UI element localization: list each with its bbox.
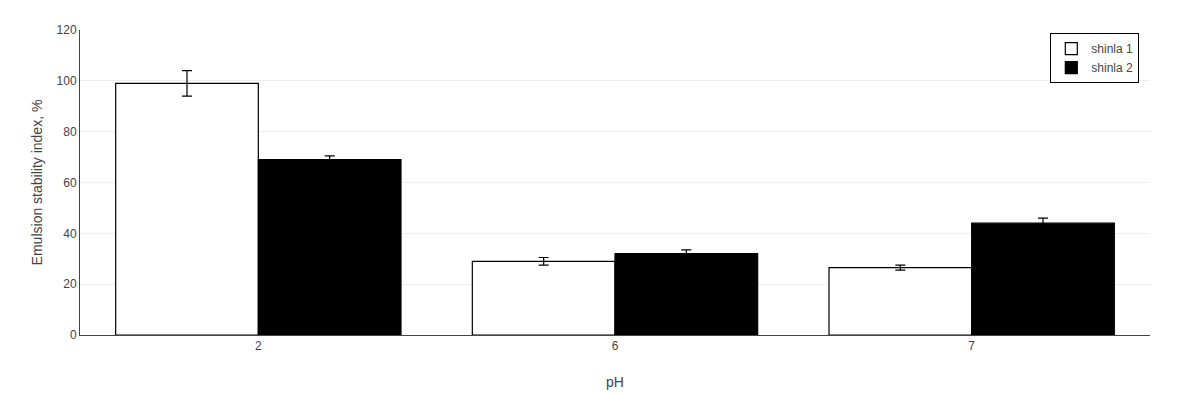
svg-text:2: 2 <box>255 339 262 353</box>
svg-text:20: 20 <box>63 277 77 291</box>
svg-text:7: 7 <box>968 339 975 353</box>
svg-text:pH: pH <box>606 374 624 390</box>
svg-text:0: 0 <box>70 328 77 342</box>
svg-text:120: 120 <box>57 23 77 37</box>
svg-text:shinla 1: shinla 1 <box>1091 42 1133 56</box>
svg-text:6: 6 <box>612 339 619 353</box>
svg-text:shinla 2: shinla 2 <box>1091 61 1133 75</box>
svg-text:40: 40 <box>63 227 77 241</box>
svg-text:100: 100 <box>57 74 77 88</box>
svg-text:60: 60 <box>63 176 77 190</box>
svg-text:Emulsion stability index, %: Emulsion stability index, % <box>29 100 45 266</box>
svg-text:80: 80 <box>63 125 77 139</box>
